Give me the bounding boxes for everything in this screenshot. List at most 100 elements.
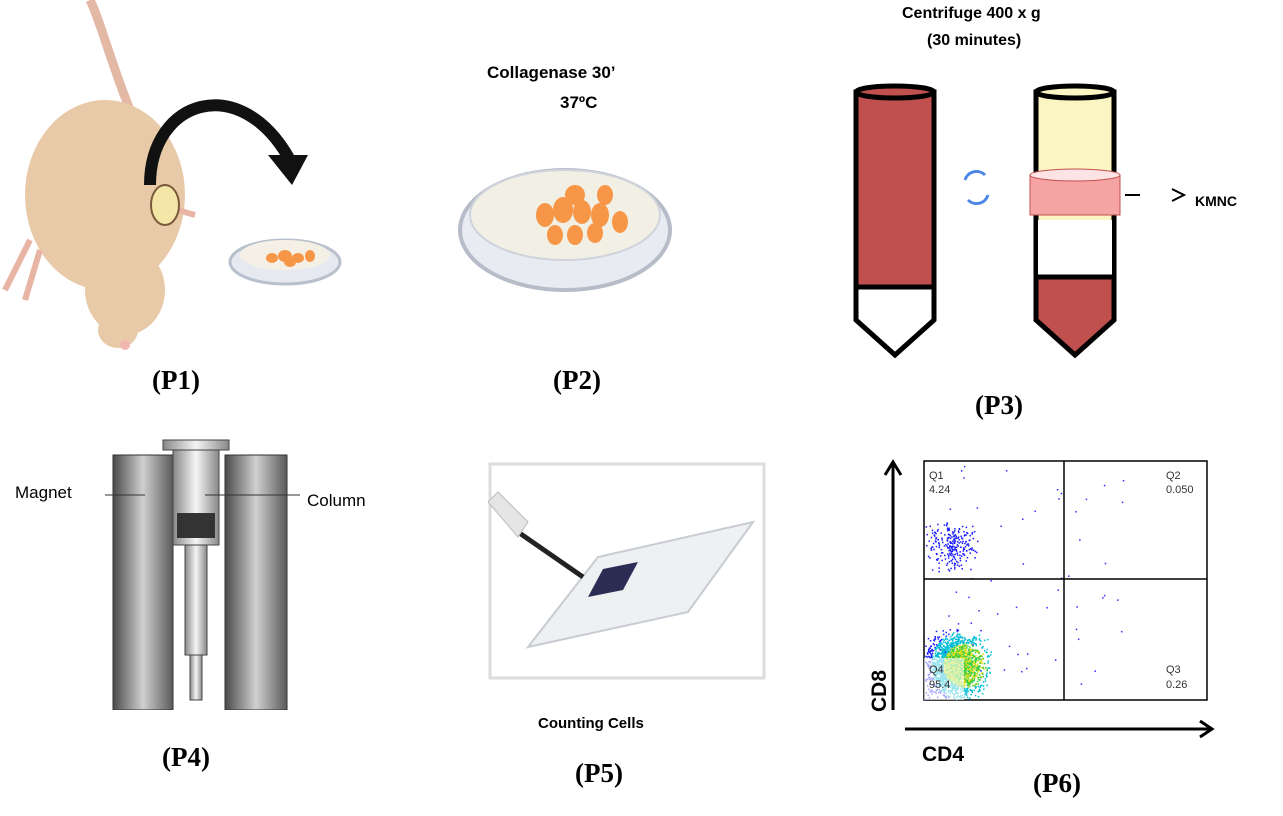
event-dot	[975, 642, 977, 645]
tube-after	[1029, 83, 1121, 359]
event-dot	[948, 549, 950, 552]
event-dot	[964, 682, 967, 684]
x-axis-label: CD4	[922, 743, 964, 766]
event-dot	[961, 654, 963, 657]
event-dot	[948, 646, 950, 649]
event-dot	[958, 640, 960, 642]
event-dot	[979, 690, 981, 692]
event-dot	[959, 557, 962, 559]
event-dot	[1026, 653, 1029, 655]
q4-name: Q4	[929, 664, 944, 676]
event-dot	[959, 554, 961, 557]
event-dot	[981, 655, 983, 658]
event-dot	[964, 638, 967, 641]
event-dot	[972, 641, 975, 644]
event-dot	[965, 653, 967, 656]
event-dot	[978, 658, 981, 660]
event-dot	[966, 666, 969, 669]
magnet-label: Magnet	[15, 483, 72, 502]
event-dot	[970, 665, 972, 667]
event-dot	[929, 557, 931, 559]
event-dot	[954, 540, 956, 542]
event-dot	[951, 536, 953, 538]
transfer-arrow	[144, 99, 296, 186]
event-dot	[952, 543, 954, 545]
event-dot	[930, 546, 933, 549]
event-dot	[951, 651, 953, 654]
event-dot	[946, 656, 948, 659]
event-dot	[938, 648, 941, 650]
event-dot	[951, 642, 953, 644]
event-dot	[930, 650, 932, 652]
event-dot	[980, 654, 983, 657]
event-dot	[966, 689, 968, 691]
event-dot	[948, 534, 951, 536]
event-dot	[951, 640, 954, 642]
event-dot	[944, 646, 946, 648]
event-dot	[952, 644, 955, 646]
event-dot	[1121, 501, 1124, 504]
event-dot	[955, 641, 958, 643]
event-dot	[947, 547, 949, 549]
event-dot	[967, 642, 970, 644]
event-dot	[978, 690, 980, 692]
event-dot	[959, 649, 961, 651]
event-dot	[974, 694, 977, 697]
event-dot	[967, 670, 970, 672]
event-dot	[926, 544, 928, 547]
event-dot	[990, 580, 992, 582]
event-dot	[936, 655, 939, 657]
event-dot	[969, 547, 972, 550]
event-dot	[977, 696, 980, 698]
q2-name: Q2	[1166, 470, 1181, 482]
event-dot	[976, 673, 978, 675]
event-dot	[966, 658, 968, 661]
event-dot	[969, 640, 971, 642]
event-dot	[963, 640, 965, 643]
event-dot	[967, 660, 969, 662]
event-dot	[982, 685, 985, 687]
event-dot	[963, 554, 966, 557]
event-dot	[974, 667, 976, 669]
mouse-illustration	[2, 0, 342, 350]
event-dot	[984, 680, 987, 682]
q3-name: Q3	[1166, 664, 1181, 676]
event-dot	[959, 541, 962, 543]
event-dot	[972, 666, 975, 668]
event-dot	[953, 539, 956, 541]
event-dot	[974, 651, 977, 654]
event-dot	[962, 647, 965, 649]
event-dot	[951, 547, 953, 550]
event-dot	[986, 669, 988, 672]
event-dot	[943, 648, 945, 651]
event-dot	[969, 681, 972, 684]
event-dot	[959, 559, 962, 562]
event-dot	[963, 637, 966, 639]
event-dot	[948, 536, 950, 539]
event-dot	[941, 655, 943, 658]
event-dot	[967, 674, 969, 676]
event-dot	[1058, 498, 1060, 500]
event-dot	[968, 653, 970, 656]
event-dot	[930, 549, 933, 551]
event-dot	[955, 537, 958, 539]
event-dot	[974, 685, 977, 688]
event-dot	[942, 633, 945, 636]
flow-cytometry-plot: Q1 4.24 Q2 0.050 Q3 0.26 Q4 95.4 CD8 CD4	[868, 459, 1215, 766]
event-dot	[950, 652, 952, 654]
event-dot	[976, 660, 979, 662]
event-dot	[937, 652, 940, 655]
event-dot	[938, 646, 941, 649]
event-dot	[963, 669, 966, 672]
event-dot	[946, 562, 949, 565]
event-dot	[925, 526, 928, 528]
rotation-icon	[963, 170, 990, 205]
event-dot	[1054, 659, 1057, 661]
event-dot	[937, 538, 939, 541]
event-dot	[1020, 670, 1023, 673]
event-dot	[939, 653, 942, 655]
event-dot	[948, 651, 950, 654]
event-dot	[985, 675, 988, 678]
event-dot	[945, 642, 947, 645]
event-dot	[1025, 667, 1028, 670]
